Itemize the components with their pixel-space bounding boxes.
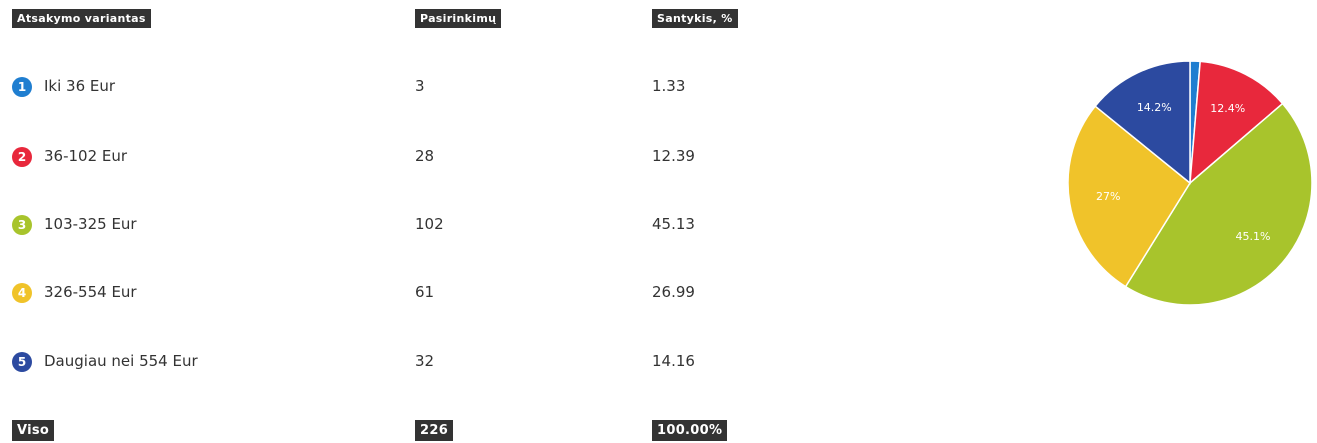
option-badge: 3 [12,215,32,235]
column-header: Pasirinkimų [415,9,502,28]
slice-label: 12.4% [1210,102,1245,115]
slice-label: 14.2% [1137,101,1172,114]
count: 102 [415,215,444,233]
pie-slice [1189,60,1284,185]
ratio: 1.33 [652,77,686,95]
count: 32 [415,352,435,370]
option-label: 103-325 Eur [44,215,137,233]
option-badge: 1 [12,77,32,97]
count: 61 [415,283,435,301]
column-header: Santykis, % [652,9,738,28]
pie-slice [1124,102,1313,306]
option-label: Daugiau nei 554 Eur [44,352,198,370]
count: 3 [415,77,425,95]
ratio: 45.13 [652,215,695,233]
ratio: 26.99 [652,283,695,301]
ratio: 12.39 [652,147,695,165]
column-header: Atsakymo variantas [12,9,151,28]
option-badge: 5 [12,352,32,372]
option-label: 326-554 Eur [44,283,137,301]
count: 28 [415,147,435,165]
option-badge: 4 [12,283,32,303]
option-label: 36-102 Eur [44,147,128,165]
ratio: 14.16 [652,352,695,370]
total: 226 [415,420,454,441]
option-label: Iki 36 Eur [44,77,116,95]
total: 100.00% [652,420,728,441]
slice-label: 27% [1096,190,1120,203]
pie-slice [1094,60,1191,185]
option-badge: 2 [12,147,32,167]
slice-label: 45.1% [1235,230,1270,243]
total: Viso [12,420,55,441]
pie-slice [1067,105,1191,288]
